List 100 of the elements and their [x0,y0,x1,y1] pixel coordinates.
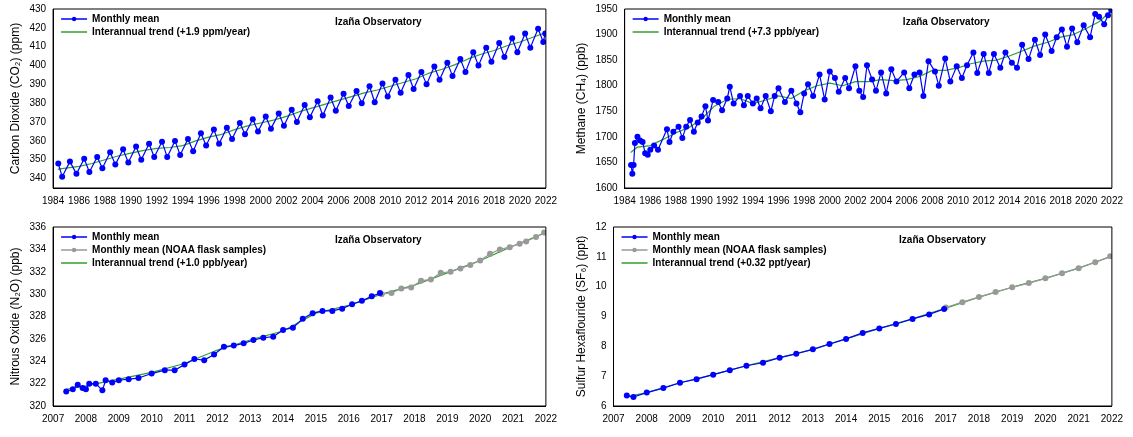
x-tick-label: 1988 [93,194,117,206]
x-tick-label: 2002 [844,194,867,206]
x-tick-label: 2009 [107,412,131,424]
annotation: Izaña Observatory [899,233,987,245]
legend-label: Monthly mean (NOAA flask samples) [652,243,827,255]
x-tick-label: 2022 [534,194,558,206]
y-tick-label: 10 [595,280,607,292]
y-tick-label: 340 [29,172,47,184]
x-tick-label: 1996 [197,194,221,206]
x-tick-label: 2014 [271,412,295,424]
y-tick-label: 380 [29,96,47,108]
x-tick-label: 2011 [735,412,758,424]
annotation: Izaña Observatory [334,15,423,27]
x-tick-label: 1992 [145,194,169,206]
x-tick-label: 2012 [768,412,792,424]
x-tick-label: 2018 [403,412,427,424]
legend-label: Interannual trend (+7.3 ppb/year) [663,25,819,37]
x-tick-label: 2010 [379,194,402,206]
y-tick-label: 390 [29,78,47,90]
x-tick-label: 2016 [337,412,361,424]
x-tick-label: 2022 [534,412,558,424]
x-tick-label: 2021 [501,412,525,424]
x-tick-label: 2007 [602,412,626,424]
x-tick-label: 2020 [1034,412,1057,424]
legend-label: Monthly mean [92,12,160,24]
x-tick-label: 2022 [1100,412,1124,424]
x-tick-label: 2017 [370,412,394,424]
y-tick-label: 1600 [595,181,619,193]
y-tick-label: 1650 [595,156,619,168]
x-tick-label: 2010 [702,412,725,424]
x-tick-label: 2014 [834,412,858,424]
legend-label: Monthly mean [663,12,731,24]
x-tick-label: 2004 [869,194,893,206]
y-axis-title: Carbon Dioxide (CO₂) (ppm) [7,22,22,175]
y-tick-label: 330 [29,287,47,299]
legend-label: Monthly mean (NOAA flask samples) [92,243,267,255]
x-tick-label: 1994 [741,194,765,206]
x-tick-label: 2018 [967,412,991,424]
x-tick-label: 2013 [239,412,262,424]
x-tick-label: 2000 [818,194,842,206]
x-tick-label: 2015 [868,412,891,424]
y-tick-label: 1750 [595,105,619,117]
y-tick-label: 370 [29,115,47,127]
x-tick-label: 2013 [801,412,825,424]
x-tick-label: 2008 [353,194,376,206]
y-tick-label: 332 [29,265,47,277]
x-tick-label: 1998 [223,194,247,206]
x-tick-label: 2014 [431,194,454,206]
x-tick-label: 2021 [1067,412,1091,424]
x-tick-label: 1988 [664,194,688,206]
x-tick-label: 1986 [67,194,91,206]
x-tick-label: 2000 [249,194,273,206]
y-tick-label: 410 [29,40,47,52]
y-tick-label: 326 [29,332,47,344]
legend-label: Interannual trend (+1.0 ppb/year) [92,256,248,268]
x-tick-label: 2008 [921,194,944,206]
y-tick-label: 1900 [595,28,619,40]
x-tick-label: 1984 [41,194,65,206]
x-tick-label: 1994 [171,194,195,206]
y-tick-label: 11 [596,250,607,262]
x-tick-label: 2020 [508,194,532,206]
x-tick-label: 2012 [405,194,428,206]
x-tick-label: 2002 [275,194,299,206]
x-tick-label: 1992 [716,194,739,206]
y-tick-label: 324 [29,355,47,366]
x-tick-label: 2012 [206,412,229,424]
y-axis-title: Methane (CH₄) (ppb) [573,42,588,155]
x-tick-label: 2009 [668,412,692,424]
x-tick-label: 2017 [934,412,958,424]
x-tick-label: 2006 [327,194,350,206]
y-tick-label: 400 [29,59,47,71]
x-tick-label: 2018 [482,194,506,206]
x-tick-label: 1998 [793,194,816,206]
y-tick-label: 328 [29,310,47,322]
y-tick-label: 9 [600,310,607,322]
x-tick-label: 1986 [639,194,662,206]
x-tick-label: 2014 [998,194,1021,206]
y-tick-label: 350 [29,153,47,165]
x-tick-label: 2018 [1049,194,1073,206]
y-tick-label: 8 [600,340,607,352]
annotation: Izaña Observatory [334,233,423,245]
x-tick-label: 2008 [635,412,659,424]
x-tick-label: 2007 [41,412,65,424]
legend-label: Interannual trend (+0.32 ppt/year) [652,256,811,268]
y-tick-label: 334 [29,243,47,255]
x-tick-label: 1996 [767,194,791,206]
y-tick-label: 1700 [595,130,619,142]
legend-label: Interannual trend (+1.9 ppm/year) [92,25,251,37]
x-tick-label: 2010 [946,194,970,206]
y-tick-label: 322 [29,377,47,389]
x-tick-label: 2004 [301,194,325,206]
y-tick-label: 320 [29,399,47,411]
x-tick-label: 1984 [613,194,637,206]
x-tick-label: 2020 [469,412,492,424]
x-tick-label: 2010 [140,412,164,424]
y-tick-label: 360 [29,134,47,146]
x-tick-label: 2019 [436,412,459,424]
x-tick-label: 2008 [74,412,98,424]
y-tick-label: 420 [29,21,47,33]
x-tick-label: 2016 [901,412,925,424]
